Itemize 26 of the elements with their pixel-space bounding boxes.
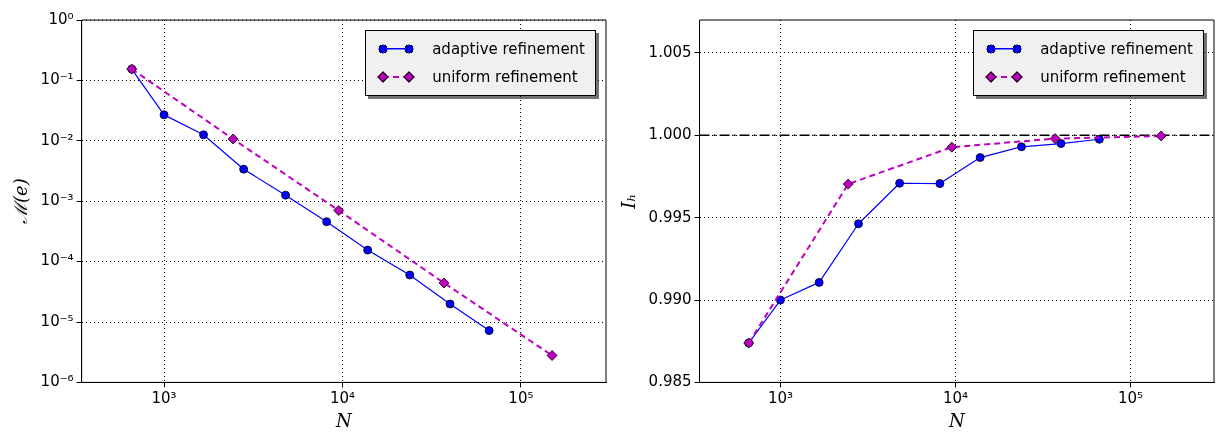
x-tick-label: 10³ xyxy=(151,389,177,408)
y-tick-label: 0.995 xyxy=(648,207,692,226)
y-tick-label: 10⁻⁴ xyxy=(40,251,74,270)
y-tick-label: 1.005 xyxy=(648,42,692,61)
y-tick-label: 10⁻⁶ xyxy=(40,372,74,391)
legend-label: adaptive refinement xyxy=(1040,40,1193,58)
y-tick-label: 0.990 xyxy=(648,289,692,308)
legend-label: adaptive refinement xyxy=(432,40,585,58)
legend-label: uniform refinement xyxy=(432,68,578,86)
y-tick-label: 10⁻⁵ xyxy=(40,311,74,330)
x-axis-title: N xyxy=(947,409,966,431)
x-tick-label: 10⁵ xyxy=(508,389,534,408)
x-tick-label: 10³ xyxy=(767,389,793,408)
legend-label: uniform refinement xyxy=(1040,68,1186,86)
y-axis-title: Iₕ xyxy=(618,193,640,210)
y-tick-label: 10⁻¹ xyxy=(40,70,74,89)
x-tick-label: 10⁴ xyxy=(942,389,969,408)
y-tick-label: 10⁻² xyxy=(40,130,74,149)
y-tick-label: 1.000 xyxy=(648,125,692,144)
x-tick-label: 10⁵ xyxy=(1117,389,1144,408)
x-tick-label: 10⁴ xyxy=(329,389,356,408)
y-tick-label: 10⁻³ xyxy=(40,191,74,210)
y-tick-label: 0.985 xyxy=(648,372,692,391)
y-tick-label: 10⁰ xyxy=(48,9,74,28)
y-axis-title: ℳ(e) xyxy=(10,178,32,225)
x-axis-title: N xyxy=(334,409,353,431)
